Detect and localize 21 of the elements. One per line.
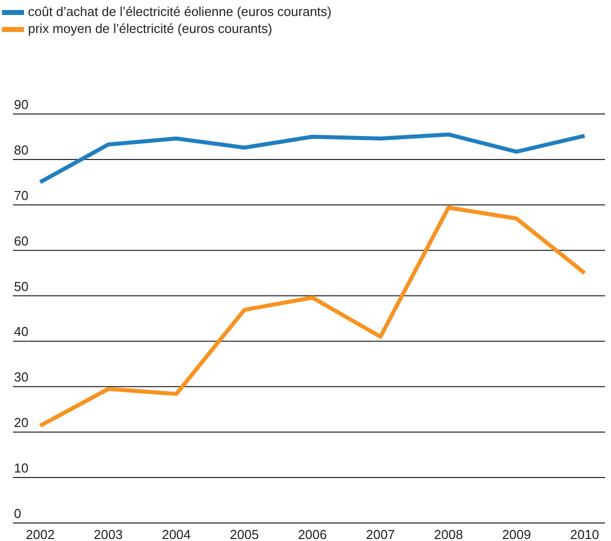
y-tick-label: 70 — [14, 188, 28, 203]
y-tick-label: 60 — [14, 233, 28, 248]
y-tick-label: 0 — [14, 506, 22, 521]
y-tick-label: 10 — [14, 460, 28, 476]
y-tick-label: 40 — [14, 324, 28, 340]
x-tick-label: 2003 — [94, 527, 123, 541]
x-tick-label: 2004 — [162, 527, 191, 541]
y-tick-label: 90 — [14, 97, 28, 112]
x-tick-label: 2008 — [434, 527, 463, 541]
legend-label: prix moyen de l’électricité (euros courants) — [28, 21, 272, 36]
x-tick-label: 2002 — [26, 527, 55, 541]
legend-label: coût d’achat de l’électricité éolienne (euros courants) — [28, 4, 332, 19]
x-tick-label: 2005 — [230, 527, 259, 541]
y-tick-label: 50 — [14, 278, 28, 294]
y-tick-label: 30 — [14, 370, 28, 385]
x-tick-label: 2010 — [570, 527, 600, 541]
x-tick-label: 2009 — [502, 527, 531, 541]
y-tick-label: 80 — [14, 142, 28, 158]
y-tick-label: 20 — [14, 415, 28, 430]
x-tick-label: 2007 — [366, 527, 395, 541]
x-tick-label: 2006 — [298, 527, 327, 541]
